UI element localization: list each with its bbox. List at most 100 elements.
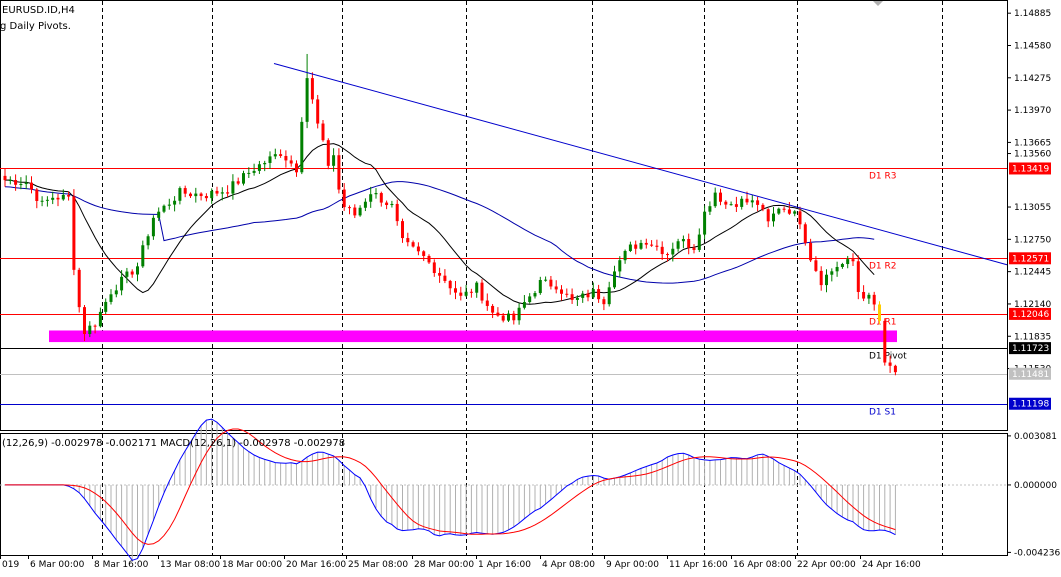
vertical-grid — [0, 1, 943, 555]
time-tick-label: 24 Apr 16:00 — [862, 560, 921, 570]
candle-body — [533, 293, 537, 297]
candle-body — [607, 287, 611, 305]
time-tick-label: 6 Mar 00:00 — [30, 560, 85, 570]
macd-axis[interactable]: 0.003081 0.000000 -0.004236 — [1007, 432, 1060, 558]
candle-body — [586, 293, 590, 298]
moving-averages-layer — [4, 143, 875, 305]
candle-body — [734, 204, 738, 207]
price-tick-label: 1.14580 — [1014, 41, 1051, 51]
candle-body — [729, 204, 733, 206]
candle-body — [761, 204, 765, 210]
time-tick-label: 4 Apr 08:00 — [542, 560, 595, 570]
price-tick-label: 1.13970 — [1014, 106, 1051, 116]
candle-body — [814, 260, 818, 271]
candle-body — [67, 194, 71, 197]
candle-body — [475, 282, 479, 293]
candle-body — [687, 239, 691, 248]
price-tag-label: 1.12571 — [1012, 254, 1049, 264]
macd-label: (12,26,9) -0.002978 -0.002171 MACD(12,26… — [2, 438, 345, 449]
candle-body — [560, 289, 563, 294]
candle-body — [24, 182, 28, 185]
candle-body — [544, 279, 548, 281]
candle-body — [491, 305, 495, 313]
candle-body — [316, 99, 320, 124]
candle-body — [30, 182, 33, 190]
time-axis[interactable]: 019 6 Mar 00:00 8 Mar 16:00 13 Mar 08:00 18 … — [0, 555, 921, 570]
candle-body — [104, 301, 108, 312]
candle-body — [517, 307, 521, 321]
trendline-layer[interactable] — [273, 63, 1008, 266]
candle-body — [215, 190, 219, 194]
candle-body — [628, 244, 632, 251]
candle-body — [888, 362, 892, 366]
candle-body — [830, 271, 834, 275]
candle-body — [310, 78, 314, 100]
candle-body — [167, 204, 171, 206]
candle-body — [570, 294, 574, 300]
candle-body — [432, 262, 436, 274]
candle-body — [146, 236, 150, 246]
candle-body — [374, 193, 378, 195]
support-zone-layer — [49, 330, 897, 343]
time-tick-label: 18 Mar 00:00 — [222, 560, 282, 570]
candle-body — [613, 271, 616, 288]
candle-body — [263, 162, 267, 165]
symbol-label: EURUSD.ID,H4 — [2, 5, 75, 16]
trendline[interactable] — [273, 63, 1008, 266]
candle-body — [485, 300, 489, 306]
candle-body — [803, 224, 807, 243]
price-tag-label: 1.11198 — [1012, 400, 1049, 410]
candle-body — [756, 200, 760, 205]
candle-body — [61, 194, 65, 200]
candle-body — [236, 181, 240, 184]
indicator-label: g Daily Pivots. — [0, 21, 71, 32]
price-tag — [1009, 162, 1051, 175]
candle-body — [247, 172, 251, 174]
candle-body — [883, 320, 887, 363]
candle-body — [268, 156, 272, 163]
candle-body — [878, 304, 881, 321]
candle-body — [300, 121, 304, 173]
candle-body — [650, 244, 654, 246]
candle-body — [443, 275, 447, 281]
scroll-marker-icon[interactable] — [873, 1, 883, 6]
time-tick-label: 9 Apr 00:00 — [606, 560, 659, 570]
price-tag — [1009, 342, 1051, 355]
candle-body — [8, 180, 12, 182]
pivot-level-label: D1 R3 — [869, 172, 897, 182]
pivot-level-label: D1 S1 — [869, 408, 896, 418]
candle-body — [332, 155, 336, 166]
candle-body — [35, 189, 39, 201]
signal-line — [5, 428, 896, 545]
candle-body — [83, 307, 86, 335]
candle-body — [867, 294, 871, 299]
candle-body — [581, 293, 585, 298]
candle-body — [130, 271, 134, 275]
candle-body — [750, 200, 754, 203]
candle-body — [681, 239, 685, 242]
candle-body — [522, 302, 526, 308]
support-zone — [49, 330, 897, 343]
time-tick-label: 11 Apr 16:00 — [669, 560, 728, 570]
candle-body — [162, 205, 166, 212]
candle-body — [273, 154, 277, 157]
price-tag — [1009, 307, 1051, 320]
candle-body — [390, 203, 394, 206]
candle-body — [416, 246, 420, 252]
candle-body — [554, 286, 558, 290]
candle-body — [257, 164, 261, 171]
candle-body — [242, 173, 245, 184]
price-tick-label: 1.11835 — [1014, 332, 1051, 342]
price-axis[interactable]: 1.14885 1.14580 1.14275 1.13970 1.13665 1.135… — [1007, 9, 1051, 410]
candle-body — [846, 259, 850, 265]
macd-tick-label: 0.003081 — [1014, 432, 1057, 442]
candle-body — [840, 264, 844, 267]
candle-body — [671, 248, 675, 255]
candle-body — [19, 184, 23, 186]
pivot-level-label: D1 R1 — [869, 318, 897, 328]
candle-body — [231, 181, 235, 194]
price-tick-label: 1.13665 — [1014, 138, 1051, 148]
candle-body — [385, 202, 389, 206]
candle-body — [51, 197, 55, 200]
